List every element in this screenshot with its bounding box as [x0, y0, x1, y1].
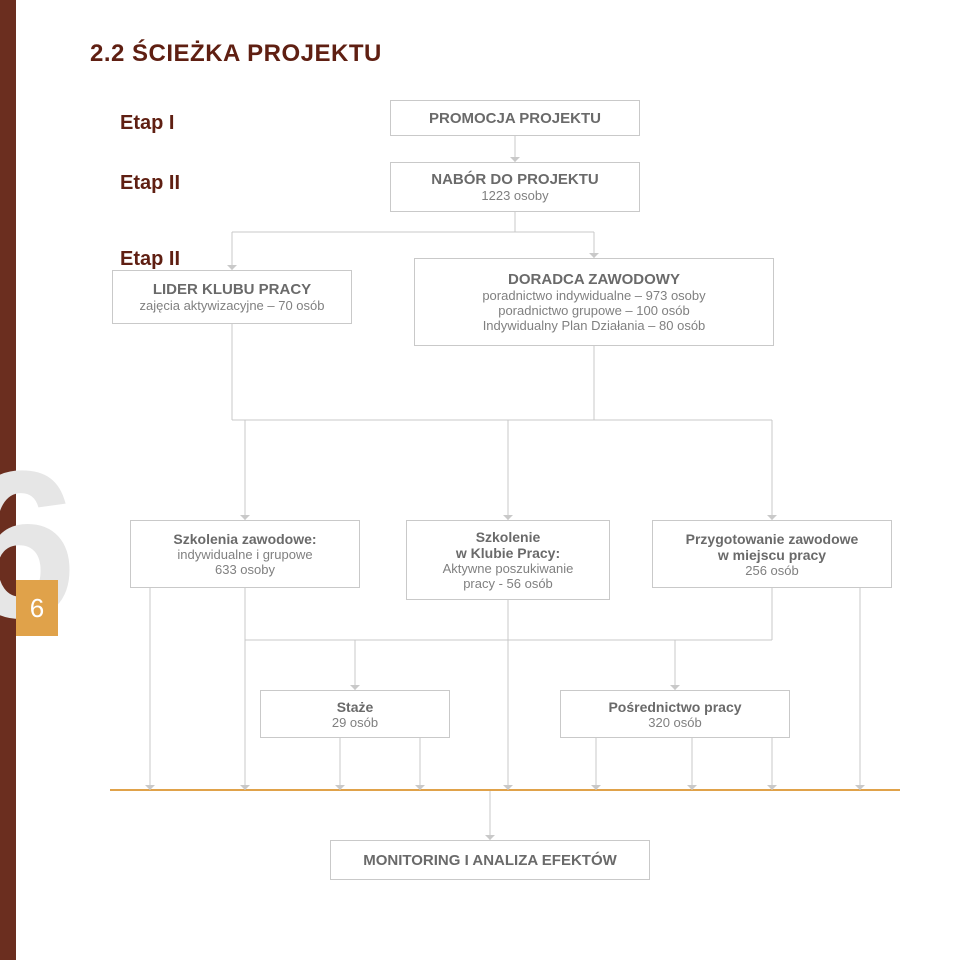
node-subtitle: 320 osób [648, 715, 702, 730]
connector-lines [0, 0, 960, 960]
node-title: Szkoleniew Klubie Pracy: [456, 529, 560, 561]
node-subtitle: zajęcia aktywizacyjne – 70 osób [140, 298, 325, 313]
node-title: Szkolenia zawodowe: [173, 531, 316, 547]
page-title: 2.2 ŚCIEŻKA PROJEKTU [90, 40, 382, 68]
sidebar-stripe [0, 0, 16, 960]
node-title: NABÓR DO PROJEKTU [431, 171, 599, 188]
node-title: DORADCA ZAWODOWY [508, 271, 680, 288]
node-klub: Szkoleniew Klubie Pracy:Aktywne poszukiw… [406, 520, 610, 600]
stage-label: Etap II [120, 248, 180, 271]
node-szkolenia: Szkolenia zawodowe:indywidualne i grupow… [130, 520, 360, 588]
node-subtitle: indywidualne i grupowe633 osoby [177, 547, 312, 577]
node-przyg: Przygotowanie zawodowew miejscu pracy256… [652, 520, 892, 588]
node-title: PROMOCJA PROJEKTU [429, 110, 601, 127]
node-staze: Staże29 osób [260, 690, 450, 738]
node-subtitle: 256 osób [745, 563, 799, 578]
node-monitor: MONITORING I ANALIZA EFEKTÓW [330, 840, 650, 880]
node-subtitle: 1223 osoby [481, 188, 548, 203]
node-doradca: DORADCA ZAWODOWYporadnictwo indywidualne… [414, 258, 774, 346]
stage-label: Etap I [120, 112, 174, 135]
stage-label: Etap II [120, 172, 180, 195]
node-title: LIDER KLUBU PRACY [153, 281, 311, 298]
node-subtitle: poradnictwo indywidualne – 973 osobypora… [482, 288, 705, 333]
node-title: Przygotowanie zawodowew miejscu pracy [686, 531, 859, 563]
node-nabor: NABÓR DO PROJEKTU1223 osoby [390, 162, 640, 212]
node-title: Staże [337, 699, 374, 715]
node-promocja: PROMOCJA PROJEKTU [390, 100, 640, 136]
node-posr: Pośrednictwo pracy320 osób [560, 690, 790, 738]
node-lider: LIDER KLUBU PRACYzajęcia aktywizacyjne –… [112, 270, 352, 324]
node-title: MONITORING I ANALIZA EFEKTÓW [363, 852, 617, 869]
page-number-tab: 6 [16, 580, 58, 636]
node-subtitle: Aktywne poszukiwaniepracy - 56 osób [443, 561, 574, 591]
node-subtitle: 29 osób [332, 715, 378, 730]
node-title: Pośrednictwo pracy [608, 699, 741, 715]
